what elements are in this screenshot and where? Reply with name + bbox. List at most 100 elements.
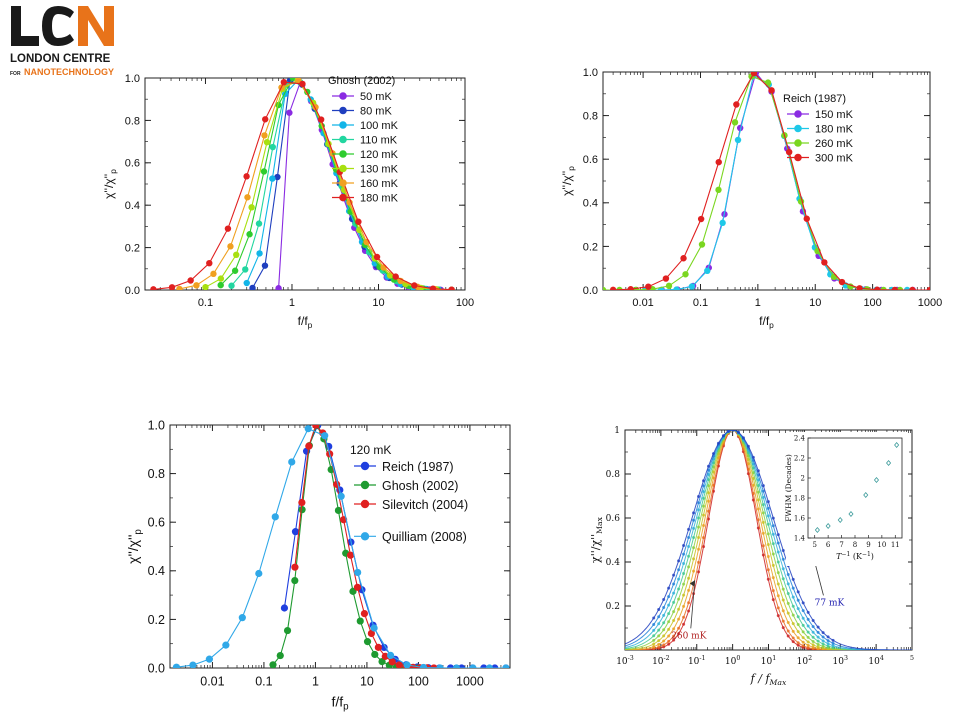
series-point <box>702 504 706 508</box>
series-point <box>811 645 815 649</box>
series-line <box>176 427 506 668</box>
series-point <box>662 606 666 610</box>
x-tick-label: 100 <box>863 297 881 309</box>
series-point <box>222 641 230 649</box>
y-axis-label-main: χ''/χ'' <box>590 534 602 563</box>
legend-entry: 260 mK <box>787 138 854 150</box>
inset-x-label-main: T <box>836 552 842 561</box>
series-point <box>672 573 676 577</box>
series-point <box>721 434 725 438</box>
series-point <box>677 577 681 581</box>
series-180-mk <box>627 72 911 290</box>
x-tick-label: 100 <box>725 655 740 667</box>
series-point <box>796 615 800 619</box>
series-point <box>826 639 830 643</box>
series-point <box>187 277 194 284</box>
y-tick-label: 0.4 <box>125 200 140 212</box>
series-point <box>806 640 810 644</box>
series-point <box>811 643 815 647</box>
series-point <box>652 642 656 646</box>
inset-x-label-unit: (K <box>850 552 863 561</box>
legend-label: 120 mK <box>360 149 399 161</box>
series-point <box>781 587 785 591</box>
series-point <box>452 664 461 668</box>
series-point <box>371 650 379 659</box>
series-point <box>334 506 343 515</box>
series-point <box>719 219 726 227</box>
legend-entry: Silevitch (2004) <box>354 498 468 512</box>
series-point <box>751 492 755 496</box>
inset-x-tick-label: 8 <box>853 541 857 549</box>
series-point <box>657 645 661 649</box>
series-point <box>609 286 617 290</box>
series-point <box>786 592 790 596</box>
series-point <box>791 586 795 590</box>
legend-entry: 180 mK <box>787 124 854 136</box>
series-point <box>378 657 386 666</box>
series-point <box>429 285 437 290</box>
series-point <box>682 552 686 556</box>
series-point <box>672 634 676 638</box>
series-point <box>255 569 263 578</box>
series-point <box>697 494 701 498</box>
inset-y-tick-label: 2.4 <box>794 435 806 443</box>
series-point <box>687 576 691 580</box>
series-point <box>356 617 364 625</box>
series-point <box>796 623 800 627</box>
series-silevitch-2004- <box>291 425 438 668</box>
inset-y-label: FWHM (Decades) <box>784 454 793 522</box>
chart-scaled-fmax: 10-3 10-2 10-1 100 101 102 103 104 50.20.40.60.8… <box>590 426 914 687</box>
inset-point <box>873 476 880 484</box>
series-point <box>707 464 711 468</box>
series-point <box>687 601 691 605</box>
logo-line1: LONDON CENTRE <box>10 53 111 65</box>
y-tick-label: 0.2 <box>606 602 620 612</box>
legend-marker <box>360 480 370 490</box>
series-point <box>662 628 666 632</box>
series-point <box>469 664 477 668</box>
legend-entry: 160 mK <box>332 178 399 190</box>
series-point <box>274 173 281 181</box>
legend-title: Reich (1987) <box>783 93 846 105</box>
series-point <box>821 631 825 635</box>
series-point <box>697 570 701 574</box>
series-point <box>756 498 760 502</box>
x-tick-label: 1 <box>312 675 319 689</box>
series-point <box>682 604 686 608</box>
series-point <box>791 577 795 581</box>
series-point <box>662 613 666 617</box>
series-point <box>711 476 715 480</box>
chart-comparison-120mk: 0.01 0.1 1 10 100 10000.00.20.40.60.81.0f/fpχ… <box>125 418 511 713</box>
series-point <box>711 452 715 456</box>
legend-label: Silevitch (2004) <box>382 498 468 512</box>
inset-point <box>894 441 900 449</box>
series-point <box>657 642 661 646</box>
series-point <box>826 644 830 648</box>
series-point <box>786 621 790 625</box>
series-point <box>702 524 706 528</box>
series-point <box>791 613 795 617</box>
series-point <box>781 577 785 581</box>
logo-line2-prefix: FOR <box>10 71 21 77</box>
y-tick-label: 0.0 <box>125 285 140 297</box>
series-point <box>702 513 706 517</box>
series-point <box>909 286 916 290</box>
x-tick-label: 102 <box>797 655 812 667</box>
series-point <box>662 643 666 647</box>
logo-letter-n <box>78 6 114 46</box>
x-tick-base: 10 <box>616 657 628 667</box>
x-tick-exponent: 4 <box>880 655 884 662</box>
series-point <box>806 610 810 614</box>
series-point <box>652 628 656 632</box>
series-77-mk <box>625 430 912 650</box>
legend-entry: 300 mK <box>787 153 854 165</box>
series-point <box>733 101 740 108</box>
inset-x-tick-label: 6 <box>826 541 831 549</box>
series-point <box>667 586 671 590</box>
legend-marker <box>339 193 347 202</box>
x-tick-label: 0.1 <box>693 297 708 309</box>
series-point <box>692 546 696 550</box>
series-point <box>756 490 760 494</box>
x-tick-base: 10 <box>688 657 700 667</box>
series-point <box>776 614 780 618</box>
